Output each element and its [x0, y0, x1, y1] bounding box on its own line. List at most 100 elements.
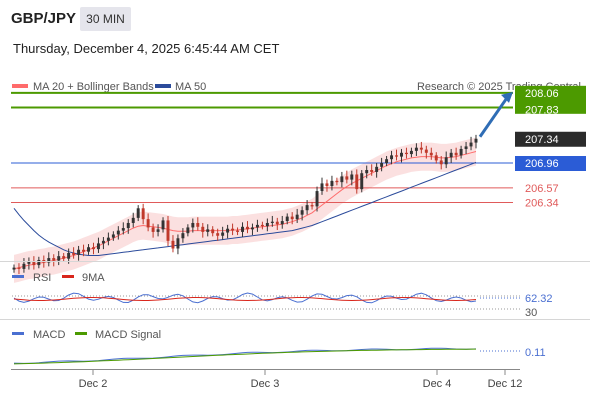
ma50-line	[13, 161, 477, 256]
forecast-arrow-shaft	[478, 96, 509, 138]
candle-body	[270, 221, 274, 223]
macd-line	[13, 347, 477, 364]
candle-body	[414, 147, 418, 151]
candle-body	[260, 224, 264, 227]
forecast-arrow	[478, 91, 513, 138]
candle-body	[459, 148, 463, 156]
level-badge-206.96	[515, 156, 586, 171]
candle-body	[186, 227, 190, 234]
macd-legend-label: MACD	[33, 329, 65, 341]
candle-body	[474, 138, 478, 143]
candle-body	[246, 226, 249, 230]
candle-body	[131, 217, 135, 223]
level-value-208.06: 208.06	[525, 88, 559, 100]
candle-body	[236, 230, 240, 232]
candle-body	[335, 180, 339, 183]
candle-body	[375, 166, 379, 172]
candle-body	[350, 174, 354, 180]
level-value-207.34: 207.34	[525, 134, 559, 146]
candle-body	[221, 232, 225, 236]
ma50-legend-swatch	[155, 84, 171, 88]
candle-body	[285, 216, 289, 222]
candle-body	[82, 249, 86, 252]
candle-body	[355, 174, 359, 190]
rsi-legend-label: RSI	[33, 272, 51, 284]
rsi-30-label: 30	[525, 307, 537, 319]
candle-body	[67, 252, 71, 259]
candle-body	[325, 183, 329, 186]
rsi-ma-line	[13, 297, 477, 302]
candle-body	[166, 220, 170, 241]
candle-body	[424, 149, 428, 153]
candle-body	[400, 152, 403, 157]
timestamp-label: Thursday, December 4, 2025 6:45:44 AM CE…	[13, 41, 280, 56]
level-badge-207.34	[515, 131, 586, 147]
candle-body	[255, 224, 259, 228]
ma20-legend-swatch	[12, 84, 28, 88]
macd-signal-legend-swatch	[75, 332, 87, 335]
candle-body	[106, 237, 110, 241]
macd-value-label: 0.11	[525, 347, 546, 359]
candle-body	[390, 155, 394, 160]
level-badges: 208.06 207.83 207.34 206.96 206.57 206.34	[515, 85, 586, 210]
candle-body	[429, 152, 433, 156]
candle-body	[141, 208, 145, 220]
candle-body	[226, 228, 230, 233]
candle-body	[370, 170, 374, 172]
level-value-207.83: 207.83	[525, 104, 559, 116]
candle-body	[231, 228, 235, 231]
price-levels	[11, 91, 513, 204]
level-value-206.34: 206.34	[525, 198, 559, 210]
candle-body	[305, 205, 309, 211]
candle-body	[360, 173, 364, 190]
candle-body	[116, 230, 120, 235]
forecast-arrow-head	[501, 91, 513, 103]
candle-body	[365, 170, 369, 174]
candle-body	[464, 146, 468, 149]
candle-body	[151, 227, 155, 232]
candle-body	[340, 176, 344, 183]
candle-body	[385, 159, 389, 163]
level-badge-208.06	[515, 85, 586, 114]
candle-body	[250, 227, 254, 230]
candle-body	[434, 155, 438, 161]
level-value-206.96: 206.96	[525, 158, 559, 170]
candle-body	[27, 261, 31, 264]
candle-body	[191, 222, 195, 228]
candle-body	[32, 261, 36, 266]
candle-body	[439, 160, 443, 165]
ma20-legend-label: MA 20 + Bollinger Bands	[33, 81, 154, 93]
candle-body	[146, 219, 150, 228]
candle-body	[111, 234, 115, 238]
candle-body	[17, 267, 21, 269]
candle-body	[121, 228, 125, 231]
ma50-legend-label: MA 50	[175, 81, 206, 93]
candle-body	[280, 221, 284, 225]
candle-body	[77, 249, 81, 255]
candle-body	[330, 180, 334, 186]
level-value-206.57: 206.57	[525, 183, 559, 195]
candle-body	[380, 163, 384, 167]
candle-body	[52, 258, 56, 261]
candle-body	[449, 152, 453, 158]
candle-body	[176, 238, 180, 249]
candle-body	[171, 240, 175, 249]
candle-body	[126, 222, 130, 229]
timeframe-badge[interactable]: 30 MIN	[80, 7, 131, 31]
x-tick-label: Dec 4	[423, 378, 452, 390]
candle-body	[404, 152, 408, 155]
candle-body	[47, 258, 51, 263]
moving-averages	[13, 151, 477, 270]
candle-body	[315, 191, 319, 207]
candle-body	[320, 183, 324, 192]
rsi-legend-swatch	[12, 275, 24, 278]
candle-body	[216, 233, 220, 236]
candle-body	[181, 233, 185, 239]
candle-body	[201, 226, 205, 232]
candle-body	[469, 142, 473, 147]
macd-signal-line	[13, 348, 476, 365]
candle-body	[96, 243, 100, 250]
ma20-line	[13, 151, 477, 270]
candle-body	[290, 216, 294, 220]
